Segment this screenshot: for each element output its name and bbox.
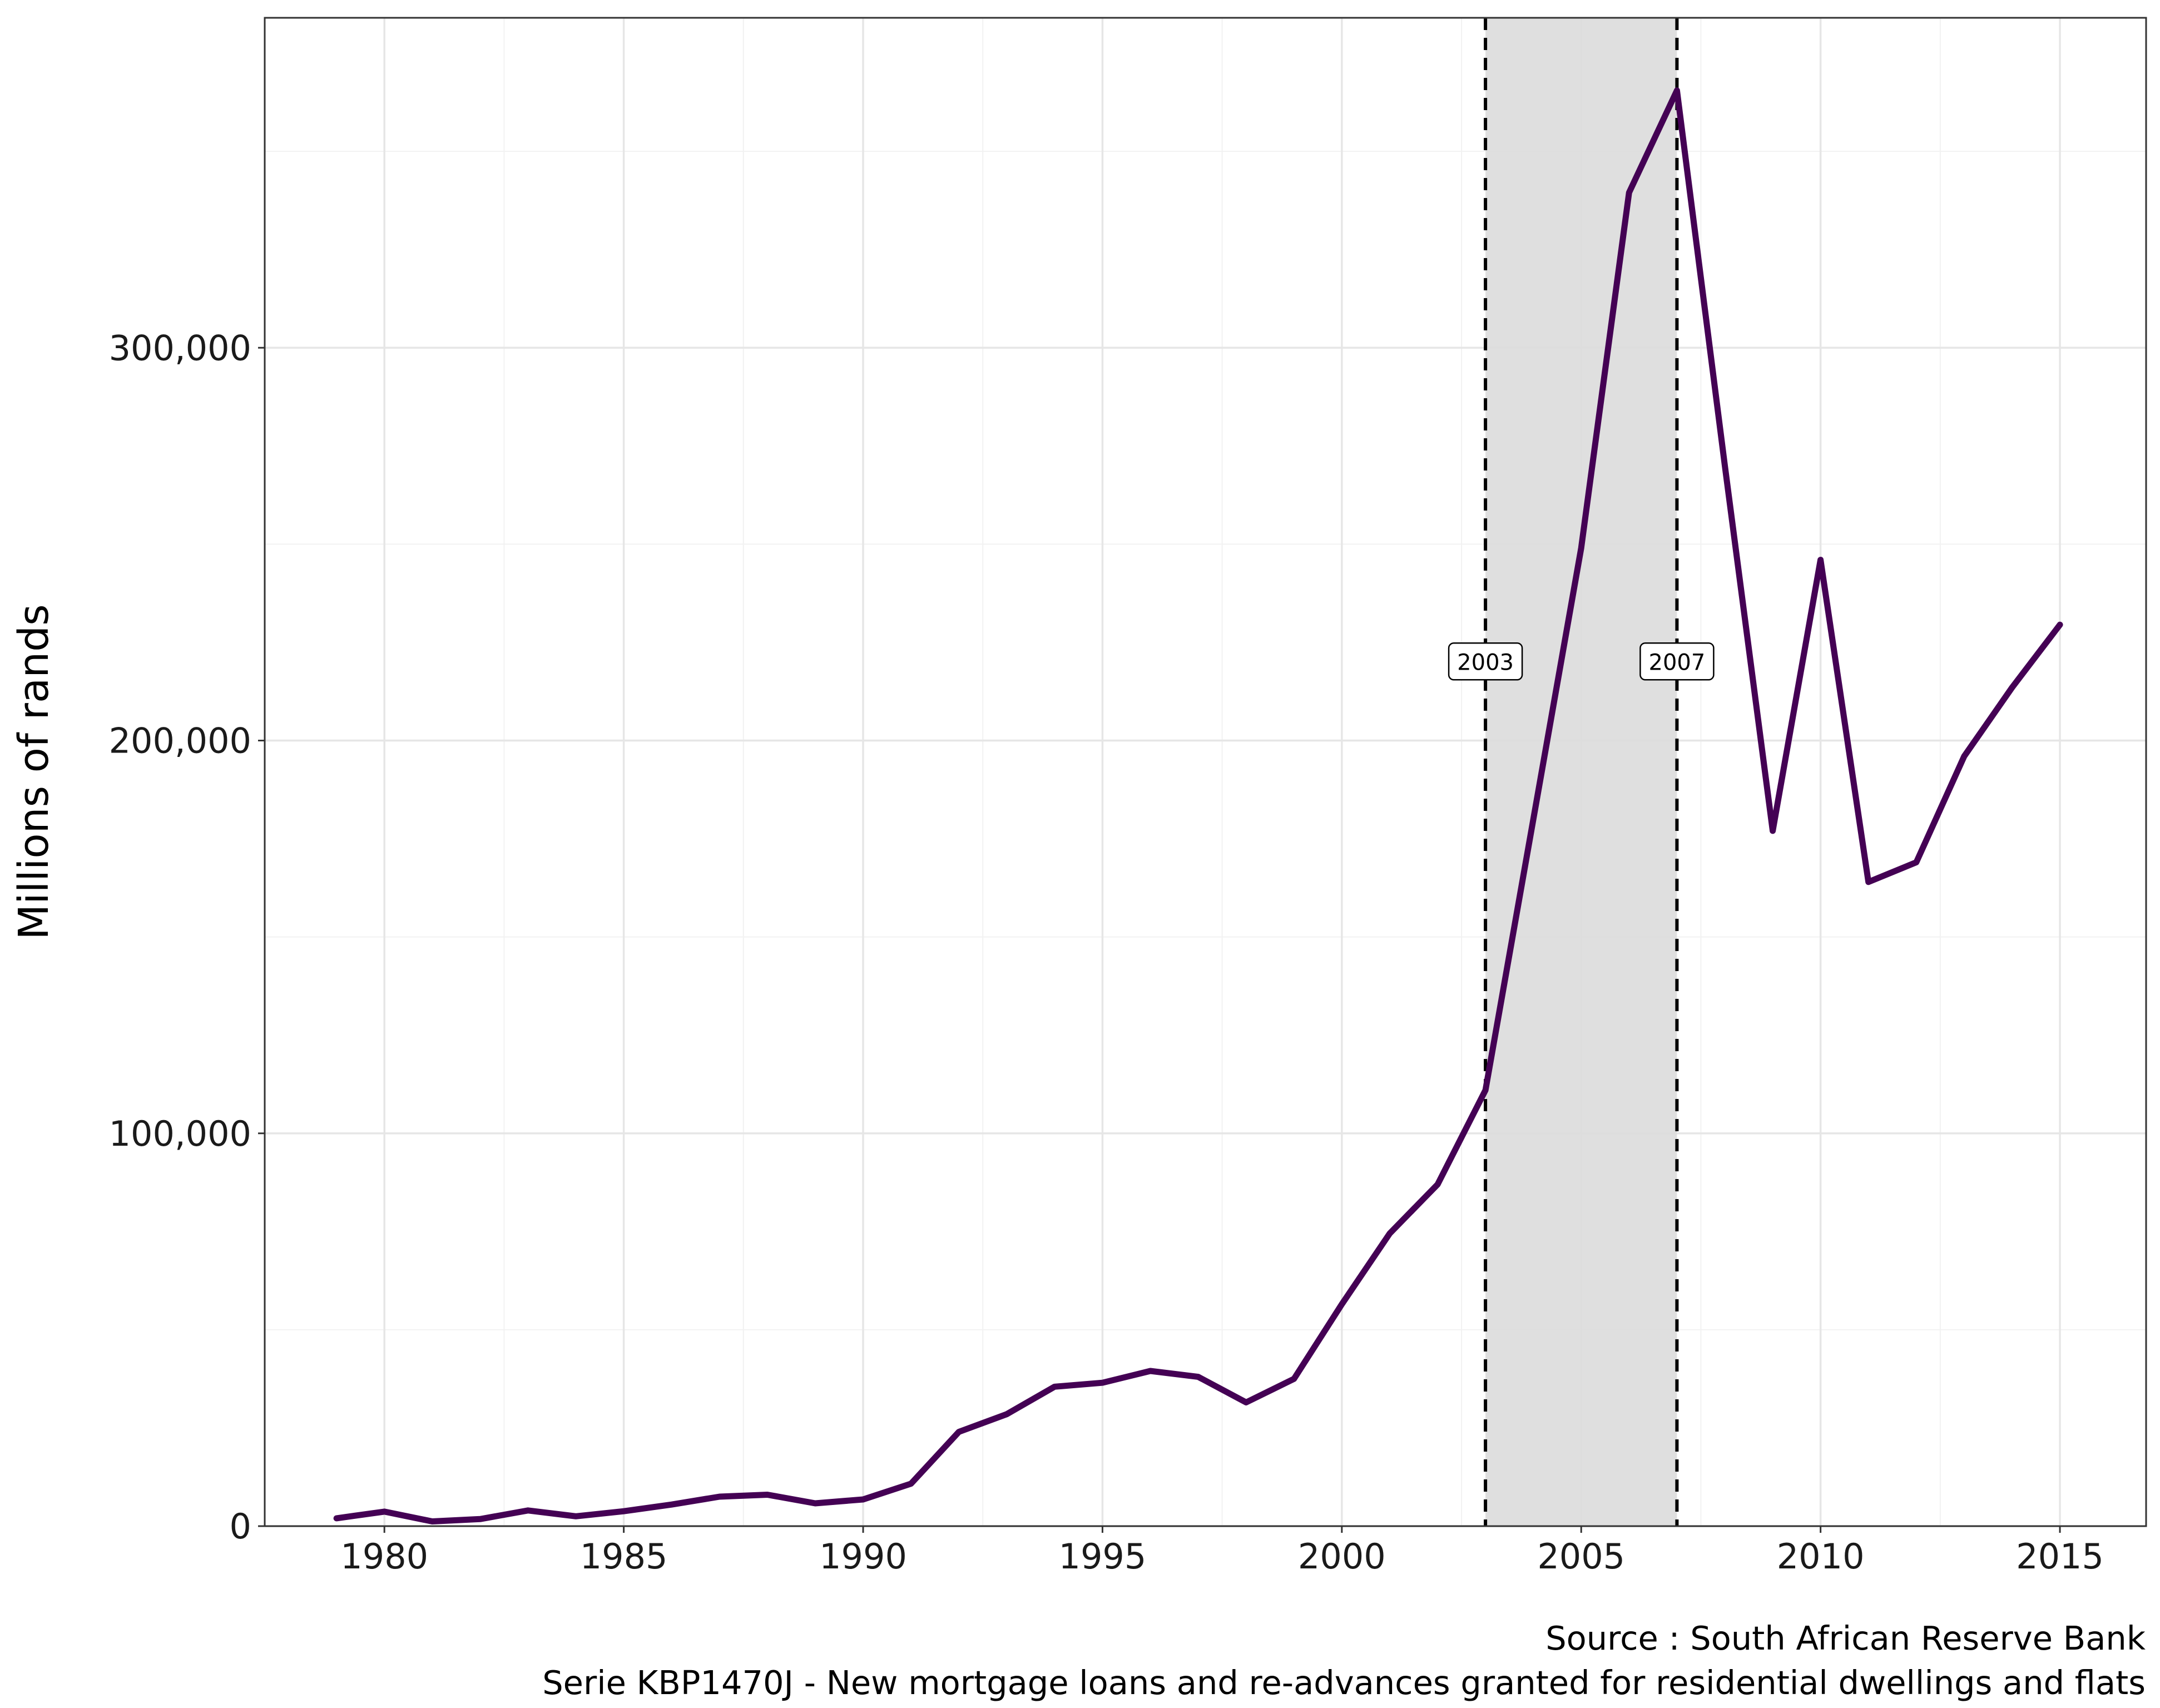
- caption-source: Source : South African Reserve Bank: [1545, 1619, 2146, 1657]
- x-tick-label: 2000: [1298, 1536, 1386, 1577]
- x-axis-ticks: 1980 1985 1990 1995 2000 2005 2010 2015: [340, 1526, 2104, 1577]
- vertical-lines-layer: [1484, 18, 1679, 1526]
- x-tick-label: 1985: [580, 1536, 668, 1577]
- y-tick-label: 200,000: [109, 721, 251, 761]
- x-tick-label: 1995: [1059, 1536, 1147, 1577]
- shaded-region: [1485, 18, 1677, 1526]
- x-tick-label: 2005: [1537, 1536, 1625, 1577]
- y-tick-label: 0: [230, 1506, 251, 1547]
- annotation-box-2003: [1448, 642, 1523, 681]
- shaded-region-layer: [1485, 18, 1677, 1526]
- caption-series: Serie KBP1470J - New mortgage loans and …: [542, 1664, 2146, 1702]
- annotation-box-2007: [1639, 642, 1715, 681]
- y-tick-label: 300,000: [109, 328, 251, 368]
- y-tick-label: 100,000: [109, 1113, 251, 1154]
- x-tick-label: 1980: [340, 1536, 428, 1577]
- plot-panel-border: [264, 17, 2147, 1527]
- annotation-label-2007: 2007: [1649, 650, 1706, 675]
- series-line-layer: [333, 87, 2063, 1524]
- x-tick-label: 2015: [2016, 1536, 2104, 1577]
- annotation-label-2003: 2003: [1457, 650, 1514, 675]
- y-axis-label: Millions of rands: [10, 604, 58, 939]
- annotation-labels-layer: 2003 2007: [1448, 642, 1715, 681]
- x-tick-label: 2010: [1777, 1536, 1865, 1577]
- series-line: [333, 87, 2063, 1524]
- x-tick-label: 1990: [819, 1536, 907, 1577]
- y-axis-ticks: 0 100,000 200,000 300,000: [109, 328, 265, 1547]
